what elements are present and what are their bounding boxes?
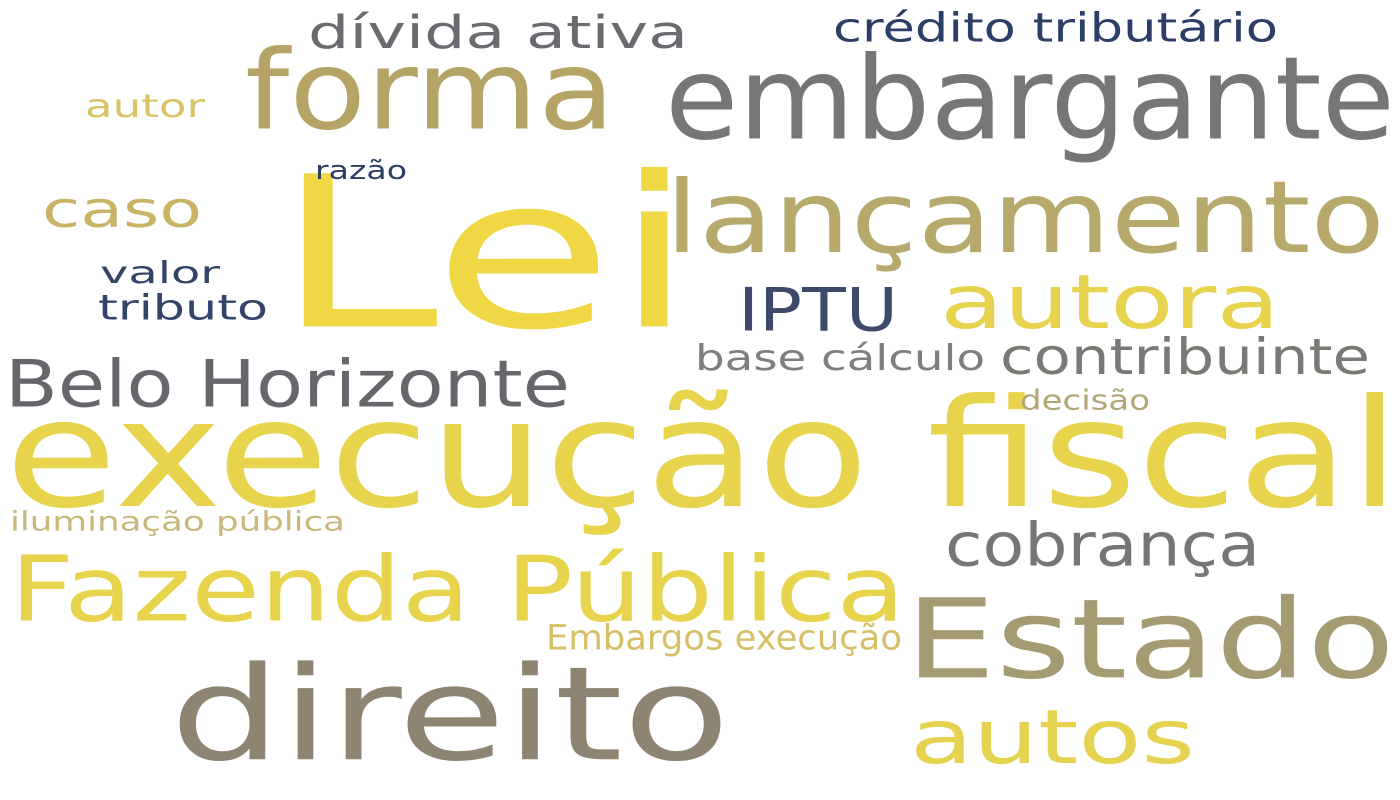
word-forma: forma <box>245 26 615 155</box>
word-razao: razão <box>315 154 407 186</box>
word-embargante: embargante <box>665 31 1395 167</box>
word-base-calculo: base cálculo <box>695 336 985 379</box>
word-contribuinte: contribuinte <box>1000 327 1370 386</box>
word-autos: autos <box>910 693 1195 781</box>
word-valor: valor <box>100 255 220 291</box>
word-belo-horizonte: Belo Horizonte <box>5 346 570 423</box>
word-decisao: decisão <box>1020 383 1150 417</box>
word-lei: Lei <box>275 131 695 377</box>
word-lancamento: lançamento <box>665 159 1385 276</box>
word-divida-ativa: dívida ativa <box>308 5 688 59</box>
word-embargos-execucao: Embargos execução <box>546 616 902 658</box>
word-execucao-fiscal: execução fiscal <box>5 366 1400 542</box>
word-estado: Estado <box>905 575 1395 704</box>
word-credito-tributario: crédito tributário <box>833 4 1278 52</box>
word-caso: caso <box>42 180 202 239</box>
word-iluminacao-publica: iluminação pública <box>10 505 345 538</box>
word-autora: autora <box>940 258 1280 346</box>
word-autor: autor <box>85 87 205 125</box>
word-tributo: tributo <box>98 286 268 328</box>
word-direito: direito <box>170 638 730 791</box>
word-cobranca: cobrança <box>945 509 1260 580</box>
word-fazenda-publica: Fazenda Pública <box>10 536 905 643</box>
word-iptu: IPTU <box>738 274 898 345</box>
